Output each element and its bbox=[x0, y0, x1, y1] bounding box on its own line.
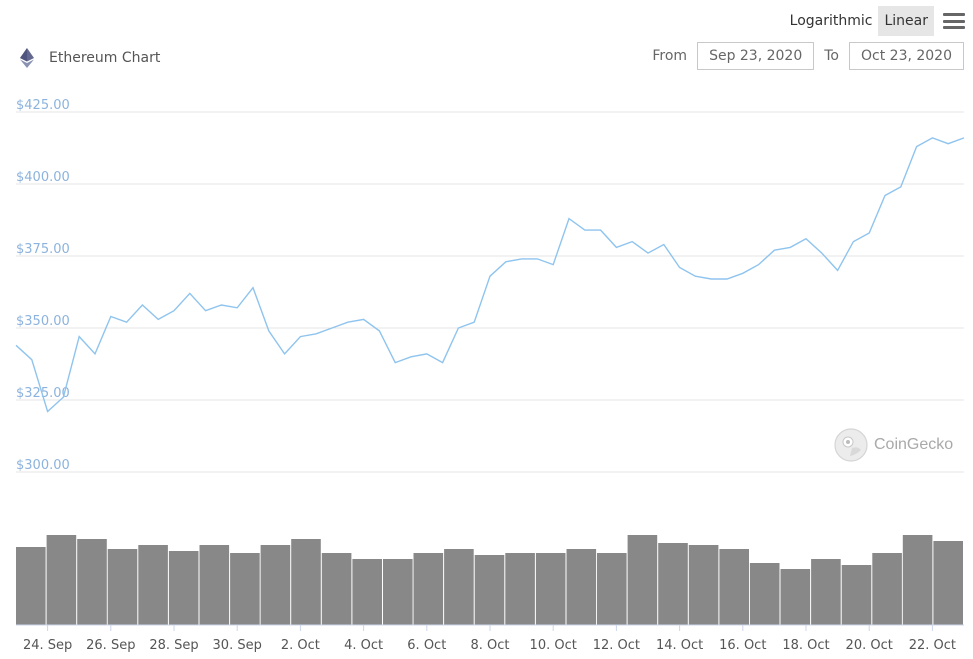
volume-bar bbox=[719, 549, 749, 625]
volume-bar bbox=[474, 555, 505, 625]
y-tick-label: $325.00 bbox=[16, 386, 70, 401]
volume-bars bbox=[16, 535, 963, 625]
to-date-input[interactable]: Oct 23, 2020 bbox=[849, 42, 964, 70]
volume-bar bbox=[658, 543, 688, 625]
y-tick-label: $425.00 bbox=[16, 98, 70, 113]
volume-bar bbox=[902, 535, 933, 625]
volume-bar bbox=[688, 545, 719, 625]
price-line bbox=[15, 137, 965, 413]
from-label: From bbox=[652, 48, 688, 64]
chart-title-block: Ethereum Chart bbox=[20, 48, 160, 68]
x-tick-label: 10. Oct bbox=[530, 638, 577, 653]
ethereum-logo-icon bbox=[20, 48, 34, 68]
volume-bar bbox=[749, 563, 780, 625]
x-tick-label: 30. Sep bbox=[213, 638, 262, 653]
x-tick-label: 26. Sep bbox=[86, 638, 135, 653]
x-tick-label: 12. Oct bbox=[593, 638, 640, 653]
x-tick-label: 8. Oct bbox=[470, 638, 509, 653]
linear-scale-button[interactable]: Linear bbox=[878, 6, 934, 36]
x-tick-label: 24. Sep bbox=[23, 638, 72, 653]
x-tick-label: 28. Sep bbox=[149, 638, 198, 653]
volume-bar bbox=[872, 553, 902, 625]
price-series bbox=[15, 137, 965, 413]
volume-bar bbox=[566, 549, 597, 625]
volume-bar bbox=[16, 547, 46, 625]
date-range-selector: From Sep 23, 2020 To Oct 23, 2020 bbox=[642, 42, 964, 70]
volume-bar bbox=[627, 535, 658, 625]
x-tick-label: 6. Oct bbox=[407, 638, 446, 653]
volume-bar bbox=[199, 545, 230, 625]
volume-bar bbox=[444, 549, 474, 625]
volume-bar bbox=[811, 559, 841, 625]
watermark-text: CoinGecko bbox=[874, 436, 954, 453]
x-tick-label: 22. Oct bbox=[909, 638, 956, 653]
volume-bar bbox=[597, 553, 627, 625]
chart-title: Ethereum Chart bbox=[49, 50, 161, 66]
volume-bar bbox=[260, 545, 291, 625]
volume-bar bbox=[321, 553, 352, 625]
coingecko-watermark: CoinGecko bbox=[834, 428, 953, 462]
volume-bar bbox=[168, 551, 199, 625]
coingecko-gecko-icon bbox=[834, 428, 868, 462]
y-tick-label: $400.00 bbox=[16, 170, 70, 185]
x-tick-label: 18. Oct bbox=[782, 638, 829, 653]
x-tick-label: 16. Oct bbox=[719, 638, 766, 653]
y-axis-labels: $300.00 $325.00 $350.00 $375.00 $400.00 $425.… bbox=[16, 98, 70, 473]
hamburger-menu-icon[interactable] bbox=[943, 13, 965, 29]
volume-bar bbox=[933, 541, 963, 625]
volume-bar bbox=[535, 553, 566, 625]
x-tick-label: 14. Oct bbox=[656, 638, 703, 653]
y-tick-label: $350.00 bbox=[16, 314, 70, 329]
x-tick-label: 2. Oct bbox=[281, 638, 320, 653]
volume-bar bbox=[230, 553, 260, 625]
volume-bar bbox=[291, 539, 321, 625]
y-tick-label: $375.00 bbox=[16, 242, 70, 257]
to-label: To bbox=[824, 48, 839, 64]
volume-bar bbox=[383, 559, 413, 625]
volume-bar bbox=[46, 535, 77, 625]
volume-bar bbox=[780, 569, 811, 625]
x-axis: 24. Sep 26. Sep 28. Sep 30. Sep 2. Oct 4. Oct… bbox=[16, 624, 964, 653]
logarithmic-scale-button[interactable]: Logarithmic bbox=[789, 13, 873, 29]
volume-bar bbox=[138, 545, 168, 625]
volume-bar bbox=[77, 539, 107, 625]
grid-lines bbox=[16, 111, 964, 473]
volume-bar bbox=[841, 565, 872, 625]
x-tick-label: 4. Oct bbox=[344, 638, 383, 653]
x-tick-label: 20. Oct bbox=[846, 638, 893, 653]
volume-bar bbox=[352, 559, 382, 625]
volume-bar bbox=[505, 553, 535, 625]
volume-bar bbox=[413, 553, 444, 625]
volume-bar bbox=[107, 549, 138, 625]
y-tick-label: $300.00 bbox=[16, 458, 70, 473]
toolbar: Logarithmic Linear bbox=[784, 6, 965, 36]
from-date-input[interactable]: Sep 23, 2020 bbox=[697, 42, 815, 70]
